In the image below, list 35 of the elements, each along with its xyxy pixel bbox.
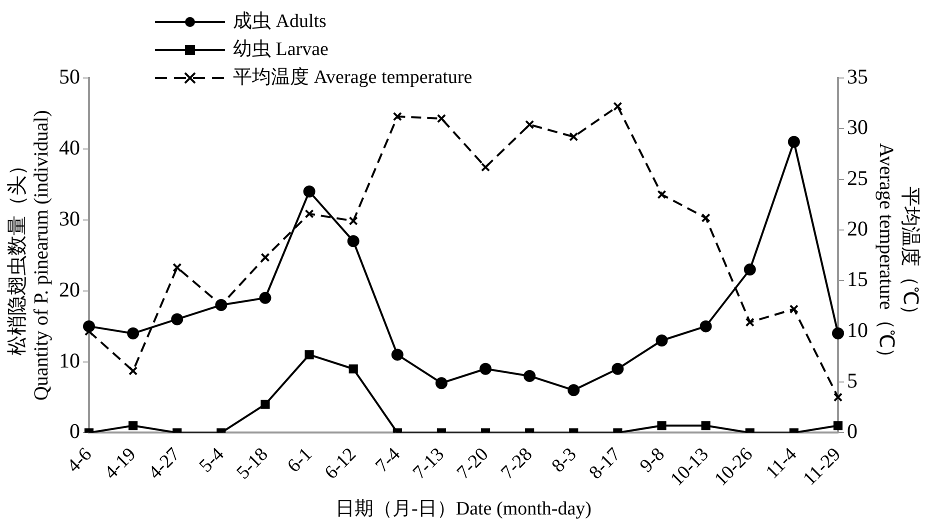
x-tick-label: 7-28: [497, 444, 537, 484]
y-tick-label: 30: [59, 206, 80, 230]
legend-label: 平均温度 Average temperature: [233, 66, 472, 90]
x-tick-label: 4-27: [144, 444, 184, 484]
y2-tick-label: 35: [847, 64, 868, 89]
y-axis-title: 松梢隐翅虫数量（头） Quantity of P. pinearum (individual): [6, 110, 52, 401]
x-tick-label: 11-4: [762, 444, 802, 483]
x-tick-label: 6-12: [320, 444, 360, 484]
y2-axis-title: 平均温度（℃） Average temperature（℃）: [874, 142, 921, 368]
y-tick-label: 40: [59, 135, 80, 160]
x-tick-label: 8-17: [585, 444, 625, 484]
y-tick-label: 20: [59, 277, 80, 302]
x-tick-label: 4-19: [100, 444, 140, 484]
x-tick-label: 9-8: [636, 444, 669, 477]
legend-label: 成虫 Adults: [233, 10, 326, 34]
y-tick-label: 0: [70, 419, 80, 444]
x-tick-label: 5-18: [232, 444, 272, 484]
y-tick-label: 10: [59, 348, 80, 372]
x-tick-label: 7-20: [453, 444, 493, 484]
x-tick-label: 8-3: [548, 444, 581, 477]
y2-tick-label: 0: [847, 419, 858, 444]
y2-tick-label: 30: [847, 115, 868, 140]
x-tick-label: 5-4: [195, 444, 229, 477]
y2-tick-label: 20: [847, 216, 868, 241]
legend-label: 幼虫 Larvae: [233, 38, 328, 62]
x-tick-label: 7-4: [372, 444, 405, 477]
x-tick-label: 7-13: [409, 444, 449, 484]
y2-tick-label: 15: [847, 267, 868, 292]
y-tick-label: 50: [59, 64, 80, 89]
y2-tick-label: 25: [847, 166, 868, 190]
y2-tick-label: 10: [847, 318, 868, 342]
x-tick-label: 4-6: [63, 444, 96, 477]
y2-tick-label: 5: [847, 368, 858, 393]
x-axis-title: 日期（月-日）Date (month-day): [336, 498, 592, 520]
x-tick-label: 6-1: [284, 444, 316, 477]
